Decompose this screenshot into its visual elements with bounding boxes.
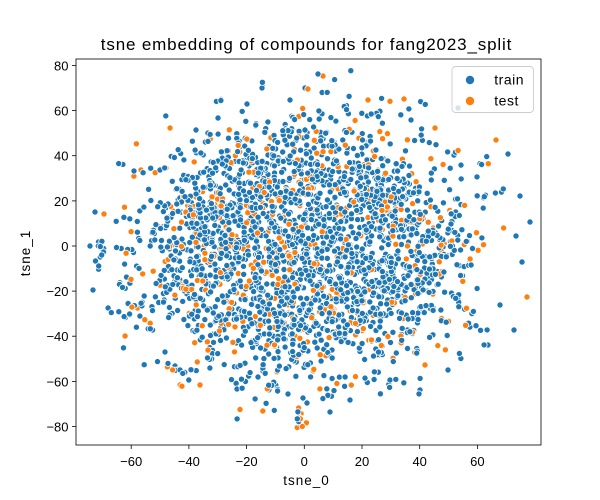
svg-text:train: train — [494, 72, 524, 88]
svg-text:0: 0 — [301, 454, 308, 469]
svg-text:−20: −20 — [236, 454, 258, 469]
svg-text:40: 40 — [412, 454, 426, 469]
svg-text:0: 0 — [61, 239, 68, 254]
svg-text:tsne_1: tsne_1 — [18, 230, 33, 277]
svg-text:−40: −40 — [46, 329, 68, 344]
svg-text:−60: −60 — [120, 454, 142, 469]
svg-text:80: 80 — [54, 59, 68, 74]
svg-text:60: 60 — [470, 454, 484, 469]
svg-text:40: 40 — [54, 149, 68, 164]
svg-text:−40: −40 — [178, 454, 200, 469]
svg-text:20: 20 — [355, 454, 369, 469]
svg-text:−60: −60 — [46, 374, 68, 389]
svg-text:20: 20 — [54, 194, 68, 209]
svg-text:tsne_0: tsne_0 — [283, 473, 330, 488]
svg-text:test: test — [494, 93, 519, 109]
svg-text:−20: −20 — [46, 284, 68, 299]
svg-text:tsne embedding of compounds fo: tsne embedding of compounds for fang2023… — [101, 35, 512, 54]
svg-text:60: 60 — [54, 104, 68, 119]
svg-text:−80: −80 — [46, 420, 68, 435]
